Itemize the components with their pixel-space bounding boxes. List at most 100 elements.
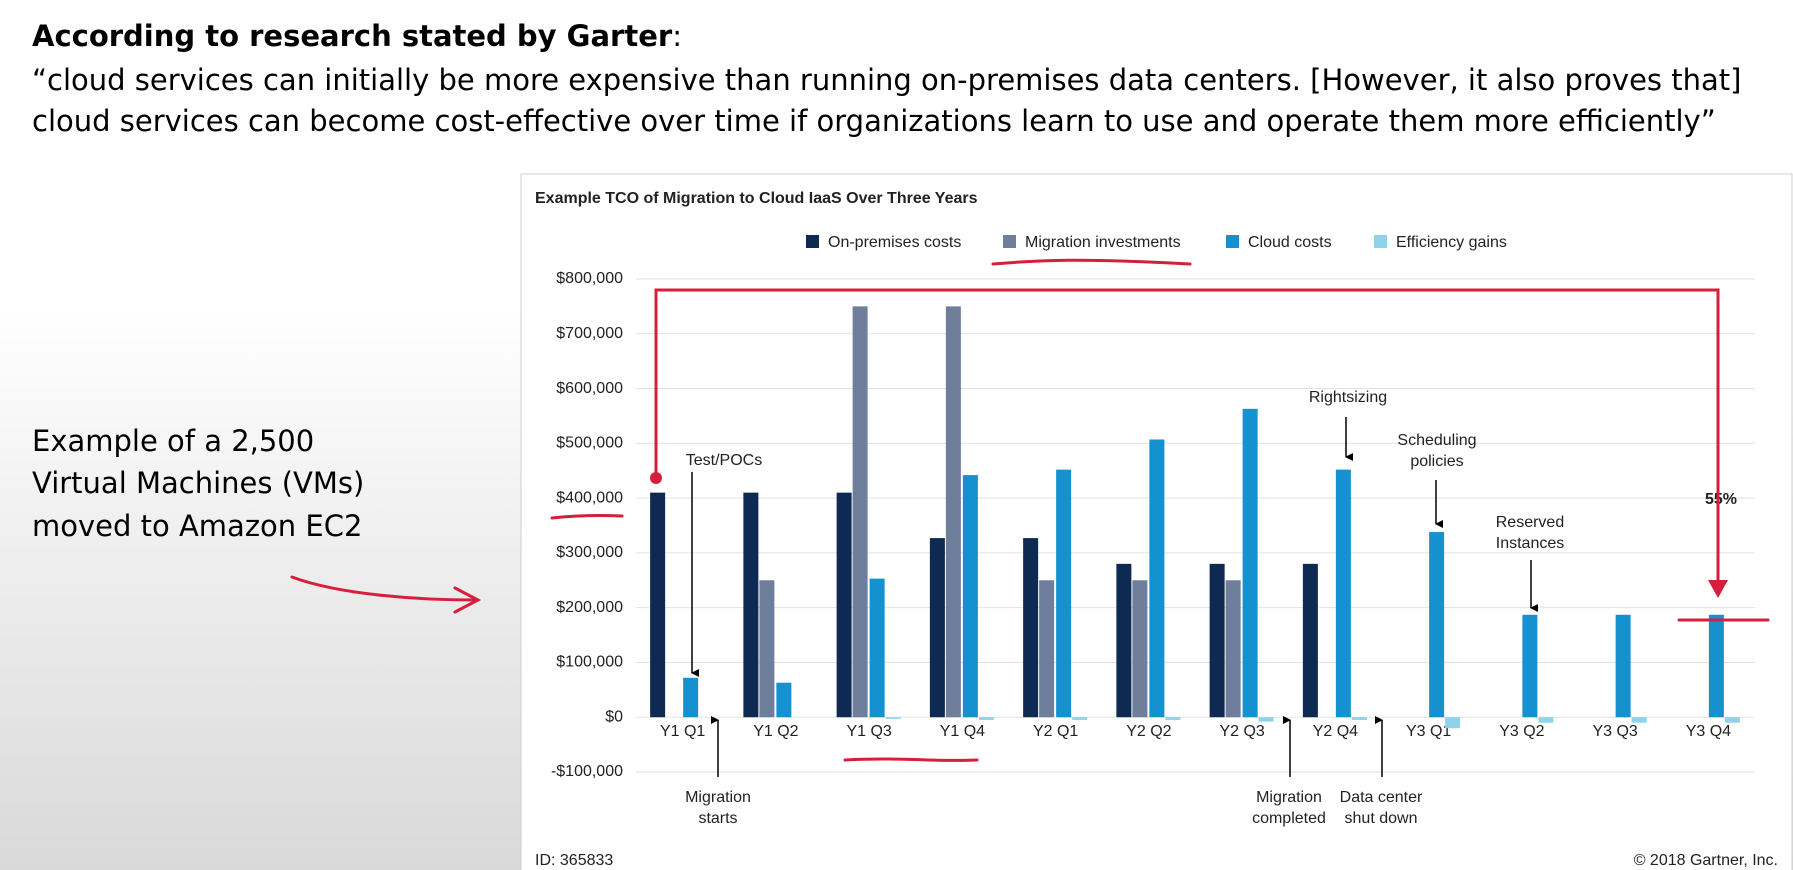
annotation: shut down bbox=[1345, 810, 1418, 827]
bar bbox=[1724, 717, 1740, 723]
bar bbox=[683, 677, 699, 718]
y-tick-label: $500,000 bbox=[556, 435, 623, 452]
x-tick-label: Y3 Q3 bbox=[1592, 723, 1637, 740]
bar bbox=[885, 717, 901, 719]
bar bbox=[962, 475, 978, 718]
x-tick-label: Y2 Q3 bbox=[1219, 723, 1264, 740]
bar bbox=[1615, 614, 1631, 718]
bracket bbox=[654, 288, 1720, 590]
bar bbox=[945, 306, 961, 718]
annotation: completed bbox=[1252, 810, 1326, 827]
bar bbox=[759, 580, 775, 718]
bar bbox=[1631, 717, 1647, 723]
annotation: Test/POCs bbox=[686, 452, 762, 469]
bar bbox=[1023, 538, 1039, 718]
bar bbox=[1149, 439, 1165, 718]
bar bbox=[650, 492, 666, 718]
annotation: Instances bbox=[1496, 535, 1564, 552]
bar bbox=[1209, 563, 1225, 718]
bar bbox=[1258, 717, 1274, 722]
bar bbox=[1165, 717, 1181, 720]
x-tick-label: Y1 Q4 bbox=[940, 723, 985, 740]
note-line: Example of a 2,500 bbox=[32, 424, 314, 458]
x-tick-label: Y3 Q2 bbox=[1499, 723, 1544, 740]
y-tick-label: $300,000 bbox=[556, 544, 623, 561]
bar bbox=[978, 717, 994, 720]
y-tick-label: $800,000 bbox=[556, 270, 623, 287]
bar bbox=[1072, 717, 1088, 720]
annotation: policies bbox=[1410, 453, 1463, 470]
bar bbox=[1242, 408, 1258, 718]
chart: Example TCO of Migration to Cloud IaaS O… bbox=[535, 190, 1778, 869]
bar bbox=[852, 306, 868, 718]
underline bbox=[550, 513, 624, 520]
y-tick-label: -$100,000 bbox=[551, 763, 623, 780]
legend-swatch bbox=[806, 235, 819, 248]
bar bbox=[836, 492, 852, 718]
annotation: Reserved bbox=[1496, 514, 1564, 531]
bar bbox=[869, 578, 885, 718]
legend-swatch bbox=[1374, 235, 1387, 248]
x-tick-label: Y3 Q1 bbox=[1406, 723, 1451, 740]
hand-arrow bbox=[290, 575, 482, 614]
x-tick-label: Y2 Q2 bbox=[1126, 723, 1171, 740]
source-id: ID: 365833 bbox=[535, 852, 613, 869]
x-tick-label: Y1 Q1 bbox=[660, 723, 705, 740]
annotation: Migration bbox=[1256, 789, 1322, 806]
bar bbox=[1429, 532, 1445, 718]
bar bbox=[1116, 563, 1132, 718]
annotation: Migration bbox=[685, 789, 751, 806]
bar bbox=[776, 682, 792, 718]
x-tick-label: Y1 Q3 bbox=[846, 723, 891, 740]
bar bbox=[1335, 469, 1351, 718]
x-tick-label: Y3 Q4 bbox=[1686, 723, 1731, 740]
quote-line: “cloud services can initially be more ex… bbox=[32, 63, 1741, 97]
bar bbox=[1225, 580, 1241, 718]
bar bbox=[1351, 717, 1367, 720]
heading-suffix: : bbox=[672, 19, 682, 53]
annotation: Data center bbox=[1340, 789, 1423, 806]
copyright: © 2018 Gartner, Inc. bbox=[1634, 852, 1778, 869]
annotation: starts bbox=[698, 810, 737, 827]
bar bbox=[1132, 580, 1148, 718]
bracket-head bbox=[1708, 580, 1728, 598]
legend-label: On-premises costs bbox=[828, 234, 961, 251]
bar bbox=[1538, 717, 1554, 723]
x-tick-label: Y2 Q4 bbox=[1313, 723, 1358, 740]
legend-label: Cloud costs bbox=[1248, 234, 1332, 251]
heading-text: According to research stated by Garter bbox=[32, 19, 673, 53]
quote-line: cloud services can become cost-effective… bbox=[32, 104, 1716, 138]
bar bbox=[1039, 580, 1055, 718]
bar bbox=[1302, 563, 1318, 718]
legend-swatch bbox=[1226, 235, 1239, 248]
note-line: Virtual Machines (VMs) bbox=[32, 466, 364, 500]
y-tick-label: $400,000 bbox=[556, 489, 623, 506]
legend-label: Efficiency gains bbox=[1396, 234, 1507, 251]
bar bbox=[1445, 717, 1461, 729]
y-tick-label: $0 bbox=[605, 708, 623, 725]
underline bbox=[991, 258, 1192, 266]
y-tick-label: $600,000 bbox=[556, 380, 623, 397]
bracket-dot bbox=[650, 472, 662, 484]
hand-annotations bbox=[550, 258, 1770, 762]
bar bbox=[1708, 614, 1724, 718]
bar bbox=[929, 538, 945, 718]
bar bbox=[1522, 614, 1538, 718]
y-tick-label: $700,000 bbox=[556, 325, 623, 342]
annotation: Rightsizing bbox=[1309, 389, 1387, 406]
highlight-label: 55% bbox=[1705, 491, 1737, 508]
x-tick-label: Y1 Q2 bbox=[753, 723, 798, 740]
y-tick-label: $200,000 bbox=[556, 599, 623, 616]
note-line: moved to Amazon EC2 bbox=[32, 509, 362, 543]
underline bbox=[843, 757, 979, 762]
legend-swatch bbox=[1003, 235, 1016, 248]
heading: According to research stated by Garter: bbox=[32, 19, 682, 53]
legend-label: Migration investments bbox=[1025, 234, 1181, 251]
chart-title: Example TCO of Migration to Cloud IaaS O… bbox=[535, 190, 978, 207]
bar bbox=[1056, 469, 1072, 718]
bar bbox=[743, 492, 759, 718]
x-tick-label: Y2 Q1 bbox=[1033, 723, 1078, 740]
annotation: Scheduling bbox=[1397, 432, 1476, 449]
y-tick-label: $100,000 bbox=[556, 654, 623, 671]
